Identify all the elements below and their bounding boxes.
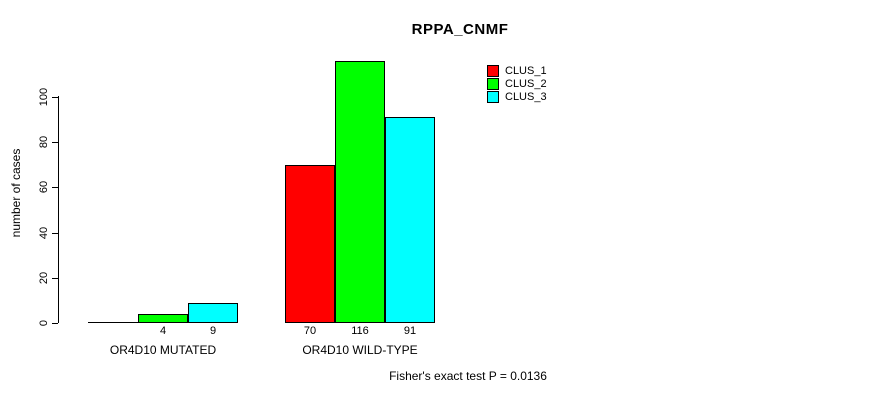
y-tick-mark bbox=[52, 278, 58, 279]
legend-swatch bbox=[487, 64, 499, 77]
bar-value-label: 70 bbox=[303, 325, 317, 337]
y-tick-label: 20 bbox=[38, 271, 50, 285]
legend-swatch bbox=[487, 77, 499, 90]
y-tick-label: 0 bbox=[38, 319, 50, 327]
legend-label: CLUS_2 bbox=[505, 77, 547, 90]
bar-value-label: 4 bbox=[159, 325, 167, 337]
y-tick-label: 80 bbox=[38, 135, 50, 149]
bar-value-label: 116 bbox=[351, 325, 369, 337]
legend-label: CLUS_3 bbox=[505, 90, 547, 103]
y-tick-mark bbox=[52, 323, 58, 324]
y-axis-line bbox=[58, 96, 59, 323]
bar-clus_1-1 bbox=[88, 322, 138, 323]
y-tick-label: 100 bbox=[38, 87, 50, 107]
bar-clus_2-1 bbox=[138, 314, 188, 323]
y-tick-mark bbox=[52, 233, 58, 234]
bar-clus_2-2 bbox=[335, 61, 385, 323]
y-axis-label: number of cases bbox=[9, 148, 23, 238]
legend: CLUS_1 CLUS_2 CLUS_3 bbox=[487, 64, 547, 103]
y-tick-label: 40 bbox=[38, 226, 50, 240]
legend-swatch bbox=[487, 90, 499, 103]
fisher-test-note: Fisher's exact test P = 0.0136 bbox=[389, 369, 547, 383]
x-group-label: OR4D10 MUTATED bbox=[109, 343, 217, 357]
bar-value-label: 9 bbox=[209, 325, 217, 337]
bar-clus_3-2 bbox=[385, 117, 435, 323]
bar-clus_3-1 bbox=[188, 303, 238, 323]
bar-clus_1-2 bbox=[285, 165, 335, 323]
legend-item-clus_3: CLUS_3 bbox=[487, 90, 547, 103]
y-tick-mark bbox=[52, 97, 58, 98]
legend-item-clus_2: CLUS_2 bbox=[487, 77, 547, 90]
legend-label: CLUS_1 bbox=[505, 64, 547, 77]
bar-value-label: 91 bbox=[403, 325, 417, 337]
y-tick-label: 60 bbox=[38, 180, 50, 194]
y-tick-mark bbox=[52, 187, 58, 188]
y-tick-mark bbox=[52, 142, 58, 143]
legend-item-clus_1: CLUS_1 bbox=[487, 64, 547, 77]
chart-title: RPPA_CNMF bbox=[411, 21, 509, 38]
x-group-label: OR4D10 WILD-TYPE bbox=[302, 343, 418, 357]
